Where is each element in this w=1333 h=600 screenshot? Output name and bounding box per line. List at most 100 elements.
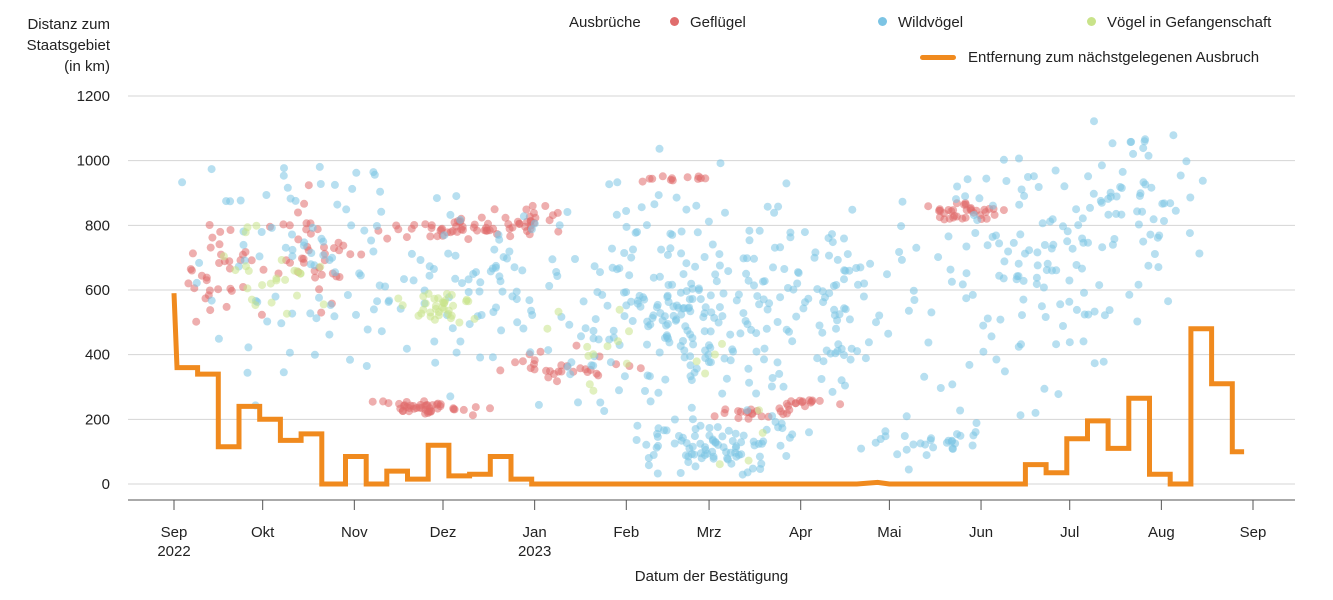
scatter-point: [637, 203, 646, 212]
scatter-point: [614, 337, 622, 346]
x-tick-label: Feb: [613, 524, 639, 541]
scatter-point: [745, 226, 754, 235]
y-axis-label-line: Distanz zum: [27, 16, 110, 33]
scatter-point: [677, 310, 686, 319]
scatter-point: [622, 359, 631, 368]
scatter-point: [787, 397, 796, 406]
scatter-point: [360, 226, 369, 235]
scatter-point: [299, 254, 308, 263]
scatter-point: [243, 223, 252, 232]
scatter-point: [363, 325, 372, 334]
scatter-point: [306, 260, 315, 269]
scatter-point: [910, 296, 919, 304]
scatter-point: [846, 355, 855, 364]
x-tick-label: Sep: [1240, 524, 1267, 541]
scatter-point: [727, 459, 736, 468]
y-tick-label: 0: [102, 476, 110, 493]
scatter-point: [1084, 172, 1093, 181]
scatter-point: [632, 436, 641, 444]
scatter-point: [745, 236, 754, 245]
scatter-point: [1149, 215, 1158, 224]
scatter-point: [372, 222, 381, 230]
scatter-point: [982, 214, 991, 223]
scatter-point: [398, 301, 407, 310]
scatter-point: [188, 249, 197, 258]
scatter-point: [1133, 317, 1142, 326]
scatter-point: [763, 202, 772, 211]
scatter-point: [773, 358, 782, 367]
scatter-point: [845, 315, 854, 324]
scatter-point: [290, 266, 299, 275]
scatter-point: [646, 397, 655, 406]
scatter-point: [227, 286, 236, 295]
scatter-point: [279, 220, 288, 229]
scatter-point: [1116, 183, 1125, 191]
scatter-point: [663, 291, 672, 300]
scatter-point: [897, 222, 906, 231]
scatter-point: [753, 292, 762, 301]
scatter-point: [900, 432, 909, 440]
scatter-point: [355, 269, 364, 278]
scatter-point: [691, 262, 700, 271]
scatter-point: [620, 249, 629, 257]
scatter-point: [255, 252, 264, 261]
scatter-point: [912, 243, 921, 252]
scatter-point: [446, 392, 455, 401]
scatter-point: [649, 311, 658, 320]
scatter-point: [946, 265, 955, 274]
scatter-point: [1033, 248, 1042, 257]
scatter-point: [534, 400, 543, 409]
scatter-point: [557, 361, 566, 370]
scatter-point: [609, 326, 618, 335]
scatter-point: [759, 295, 768, 304]
scatter-point: [1019, 276, 1028, 285]
scatter-point: [1141, 180, 1150, 189]
scatter-point: [736, 329, 745, 338]
scatter-point: [770, 208, 779, 217]
scatter-point: [285, 221, 294, 230]
scatter-point: [836, 400, 845, 409]
scatter-point: [1105, 306, 1114, 315]
scatter-point: [416, 400, 425, 409]
scatter-point: [1029, 172, 1038, 181]
scatter-point: [294, 235, 303, 244]
scatter-point: [205, 221, 214, 229]
scatter-point: [300, 199, 309, 208]
scatter-point: [288, 230, 296, 239]
x-axis: Sep 2022 Okt Nov Dez Jan 2023 Feb Mrz Apr Mai Jun Ju…: [128, 499, 1295, 560]
x-tick-label: Jan: [523, 524, 547, 541]
scatter-point: [801, 298, 809, 307]
scatter-point: [581, 324, 590, 333]
scatter-point: [633, 299, 642, 308]
scatter-point: [682, 205, 691, 214]
scatter-point: [272, 274, 281, 283]
scatter-point: [726, 330, 735, 339]
scatter-point: [700, 327, 709, 336]
scatter-point: [271, 292, 280, 301]
scatter-point: [384, 399, 393, 408]
scatter-point: [1147, 183, 1156, 192]
scatter-point: [683, 173, 692, 182]
scatter-point: [1154, 263, 1163, 272]
scatter-point: [593, 288, 602, 297]
scatter-point: [922, 451, 931, 460]
scatter-point: [807, 397, 816, 406]
scatter-point: [693, 228, 702, 237]
x-tick-label: Aug: [1148, 524, 1175, 541]
scatter-point: [553, 377, 561, 386]
scatter-point: [990, 210, 999, 219]
legend-item-wild-birds: Wildvögel: [878, 14, 963, 31]
scatter-point: [555, 221, 564, 230]
scatter-point: [834, 340, 843, 349]
scatter-point: [475, 287, 484, 296]
scatter-point: [866, 259, 875, 268]
scatter-point: [663, 250, 672, 259]
scatter-point: [426, 312, 435, 321]
scatter-point: [881, 427, 890, 436]
scatter-point: [711, 438, 720, 446]
scatter-point: [383, 234, 392, 243]
scatter-point: [687, 376, 696, 385]
scatter-point: [242, 262, 250, 271]
scatter-point: [489, 308, 498, 316]
scatter-point: [1106, 192, 1115, 201]
